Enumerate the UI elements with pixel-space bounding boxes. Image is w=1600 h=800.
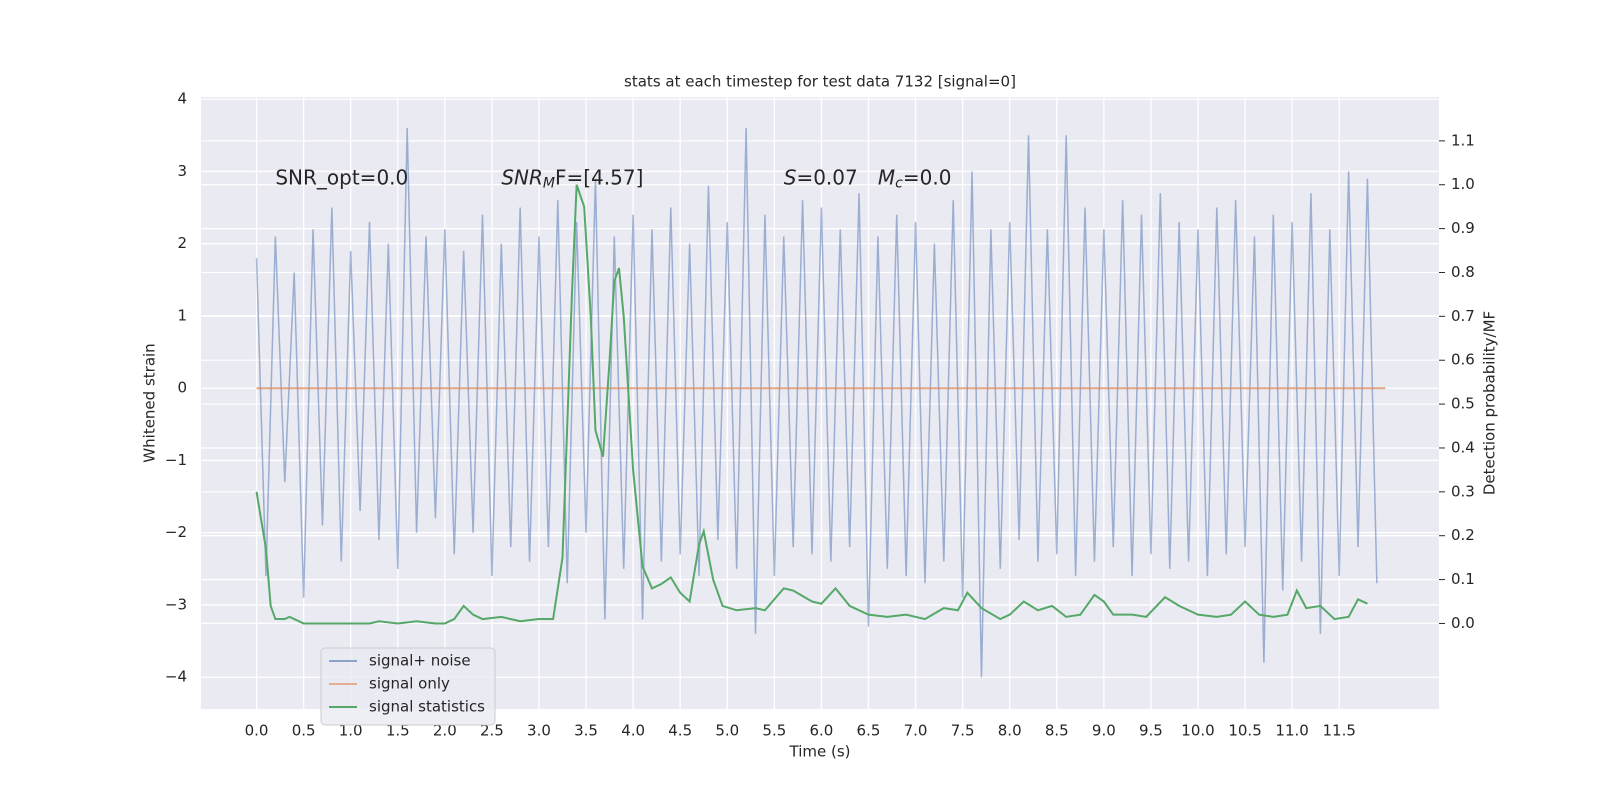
y2-axis-label: Detection probability/MF xyxy=(1481,311,1499,495)
x-tick-label: 3.5 xyxy=(574,722,598,740)
annotation-part: SNR_opt=0.0 xyxy=(275,165,408,189)
y2-tick-label: 1.0 xyxy=(1451,175,1475,193)
y2-tick-label: 0.6 xyxy=(1451,351,1475,369)
x-tick-label: 6.0 xyxy=(809,722,833,740)
y-tick-label: 3 xyxy=(177,162,187,180)
annotation: S=0.07 xyxy=(784,165,858,189)
annotation-part: SNR xyxy=(501,165,543,189)
annotation-part: S xyxy=(784,165,797,189)
y2-tick-label: 0.8 xyxy=(1451,263,1475,281)
y-tick-label: −1 xyxy=(165,451,187,469)
x-tick-label: 7.0 xyxy=(904,722,928,740)
x-tick-label: 2.0 xyxy=(433,722,457,740)
x-tick-label: 1.0 xyxy=(339,722,363,740)
x-tick-label: 1.5 xyxy=(386,722,410,740)
y-tick-label: 1 xyxy=(177,306,187,324)
x-tick-label: 9.5 xyxy=(1139,722,1163,740)
chart-title: stats at each timestep for test data 713… xyxy=(624,73,1016,91)
x-tick-label: 11.5 xyxy=(1323,722,1356,740)
annotation: Mc=0.0 xyxy=(878,165,952,192)
x-tick-label: 5.5 xyxy=(762,722,786,740)
legend-label: signal statistics xyxy=(369,698,485,716)
x-axis-label: Time (s) xyxy=(789,743,851,761)
x-tick-label: 4.5 xyxy=(668,722,692,740)
y-tick-label: 4 xyxy=(177,90,187,108)
series-line xyxy=(255,184,1368,625)
x-tick-label: 8.0 xyxy=(998,722,1022,740)
y2-tick-label: 0.4 xyxy=(1451,438,1475,456)
y-axis-label: Whitened strain xyxy=(141,343,159,462)
annotation-part: M xyxy=(878,165,895,189)
legend-label: signal only xyxy=(369,675,450,693)
y2-tick-label: 0.1 xyxy=(1451,570,1475,588)
y-tick-label: 0 xyxy=(177,379,187,397)
y2-tick-label: 0.2 xyxy=(1451,526,1475,544)
x-tick-label: 9.0 xyxy=(1092,722,1116,740)
y2-tick-label: 0.9 xyxy=(1451,219,1475,237)
x-tick-label: 7.5 xyxy=(951,722,975,740)
y2-tick-label: 0.5 xyxy=(1451,395,1475,413)
x-tick-label: 6.5 xyxy=(857,722,881,740)
y2-tick-label: 1.1 xyxy=(1451,131,1475,149)
x-tick-label: 0.5 xyxy=(292,722,316,740)
x-tick-label: 8.5 xyxy=(1045,722,1069,740)
series-line xyxy=(255,128,1378,678)
x-tick-label: 10.5 xyxy=(1228,722,1261,740)
annotation-part: F=[4.57] xyxy=(555,165,643,189)
y-tick-label: −3 xyxy=(165,595,187,613)
y2-tick-label: 0.0 xyxy=(1451,614,1475,632)
annotation-part: M xyxy=(543,176,555,192)
x-tick-label: 0.0 xyxy=(245,722,269,740)
legend-box xyxy=(320,647,496,726)
x-tick-label: 11.0 xyxy=(1275,722,1308,740)
x-tick-label: 10.0 xyxy=(1181,722,1214,740)
annotation-part: =0.07 xyxy=(796,165,857,189)
legend-label: signal+ noise xyxy=(369,652,471,670)
x-tick-label: 3.0 xyxy=(527,722,551,740)
y2-tick-label: 0.3 xyxy=(1451,482,1475,500)
annotation-part: c xyxy=(895,176,903,192)
x-tick-label: 4.0 xyxy=(621,722,645,740)
y-tick-label: 2 xyxy=(177,234,187,252)
x-tick-label: 5.0 xyxy=(715,722,739,740)
y-tick-label: −4 xyxy=(165,668,187,686)
x-tick-label: 2.5 xyxy=(480,722,504,740)
y2-tick-label: 0.7 xyxy=(1451,307,1475,325)
annotation: SNRMF=[4.57] xyxy=(501,165,643,192)
y-tick-label: −2 xyxy=(165,523,187,541)
annotation: SNR_opt=0.0 xyxy=(275,165,408,189)
annotation-part: =0.0 xyxy=(903,165,952,189)
plot-area xyxy=(201,97,1439,709)
